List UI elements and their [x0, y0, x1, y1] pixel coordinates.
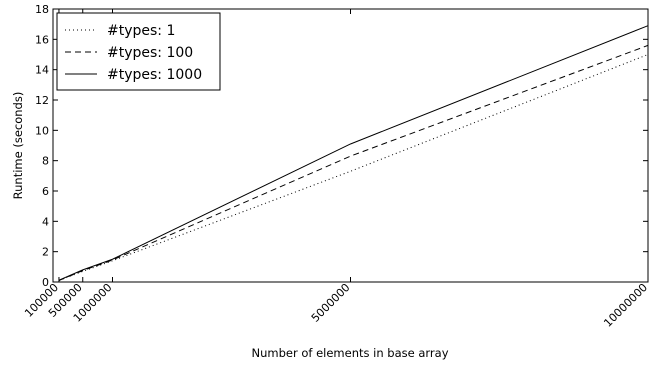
y-tick-label: 8 — [42, 155, 49, 168]
legend-label-1: #types: 1 — [107, 23, 175, 39]
x-axis-label: Number of elements in base array — [251, 346, 448, 360]
legend-label-3: #types: 1000 — [107, 67, 202, 83]
series-line-1 — [58, 54, 649, 281]
legend-label-2: #types: 100 — [107, 45, 193, 61]
y-tick-label: 12 — [35, 94, 49, 107]
y-tick-label: 10 — [35, 124, 49, 137]
y-axis-label: Runtime (seconds) — [11, 92, 25, 200]
y-tick-label: 18 — [35, 3, 49, 16]
series-line-2 — [58, 44, 649, 281]
x-tick-label: 5000000 — [309, 281, 353, 325]
series-line-3 — [58, 25, 649, 281]
y-tick-label: 4 — [42, 215, 49, 228]
y-tick-label: 2 — [42, 246, 49, 259]
series-lines — [58, 25, 649, 281]
legend-box — [56, 12, 221, 91]
legend: #types: 1 #types: 100 #types: 1000 — [56, 12, 221, 91]
y-tick-label: 0 — [42, 276, 49, 289]
y-tick-label: 16 — [35, 33, 49, 46]
y-tick-label: 14 — [35, 64, 49, 77]
y-tick-label: 6 — [42, 185, 49, 198]
x-tick-label: 10000000 — [601, 281, 650, 330]
